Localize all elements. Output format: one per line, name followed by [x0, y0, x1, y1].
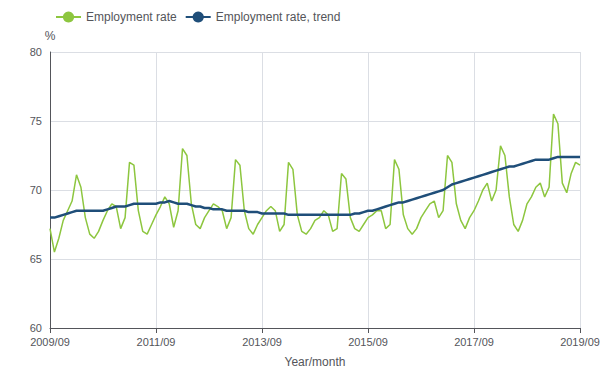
- svg-text:2017/09: 2017/09: [454, 336, 494, 348]
- svg-text:Employment rate, trend: Employment rate, trend: [216, 10, 341, 24]
- svg-text:%: %: [45, 29, 56, 43]
- svg-text:65: 65: [30, 253, 42, 265]
- svg-text:2011/09: 2011/09: [137, 336, 176, 348]
- svg-text:Employment rate: Employment rate: [86, 10, 177, 24]
- svg-text:2019/09: 2019/09: [560, 336, 600, 348]
- svg-text:2013/09: 2013/09: [242, 336, 282, 348]
- svg-text:70: 70: [30, 184, 42, 196]
- svg-text:Year/month: Year/month: [285, 355, 346, 369]
- svg-text:75: 75: [30, 115, 42, 127]
- svg-text:80: 80: [30, 46, 42, 58]
- svg-text:2015/09: 2015/09: [348, 336, 388, 348]
- svg-text:2009/09: 2009/09: [30, 336, 70, 348]
- svg-text:60: 60: [30, 322, 42, 334]
